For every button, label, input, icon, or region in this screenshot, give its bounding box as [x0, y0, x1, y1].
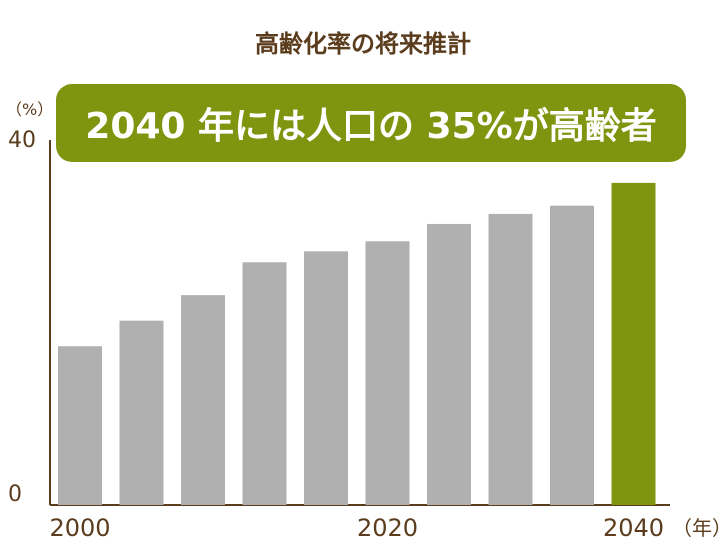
x-tick-label-2000: 2000 — [49, 514, 110, 542]
bar-2040 — [611, 182, 656, 505]
y-tick-label-max: 40 — [8, 128, 36, 153]
bar-2018 — [304, 251, 348, 505]
x-axis-unit: （年） — [672, 516, 726, 540]
chart-title: 高齢化率の将来推計 — [255, 30, 471, 58]
highlight-banner: 2040 年には人口の 35%が高齢者 — [56, 84, 686, 162]
x-tick-label-2040: 2040 — [603, 514, 664, 542]
bar-2020 — [365, 241, 410, 505]
x-tick-labels: 2000 2020 2040 — [49, 514, 664, 542]
y-axis-unit: （%） — [6, 100, 54, 119]
bar-2015 — [242, 262, 287, 505]
bar-2035 — [550, 205, 594, 505]
bar-2000 — [58, 346, 102, 505]
bar-2005 — [119, 320, 164, 505]
bar-2025 — [427, 223, 471, 505]
bar-2030 — [488, 213, 533, 505]
y-tick-label-zero: 0 — [8, 482, 22, 507]
bar-2010 — [181, 295, 225, 505]
x-tick-label-2020: 2020 — [357, 514, 418, 542]
bars-group — [58, 182, 656, 505]
